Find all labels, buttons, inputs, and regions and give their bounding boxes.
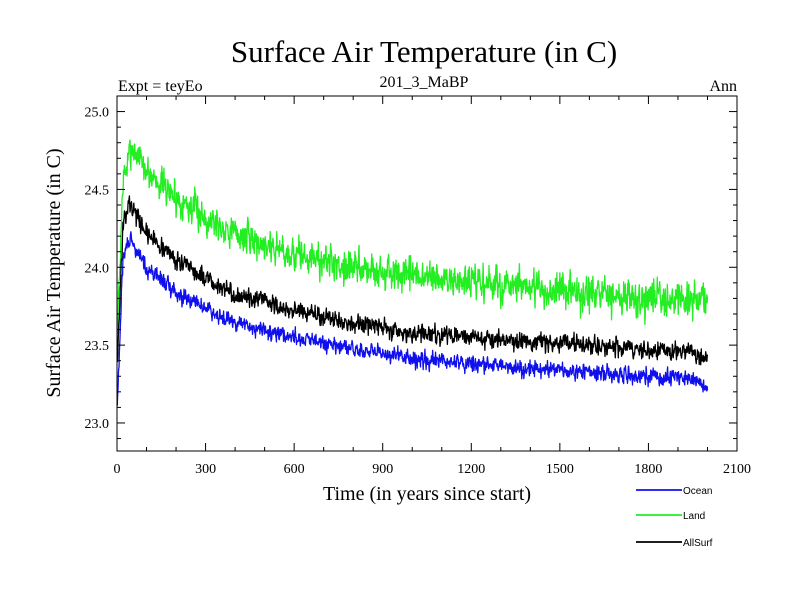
series-line-land	[116, 139, 709, 334]
series-layer	[116, 139, 709, 406]
x-tick-label: 300	[195, 462, 216, 477]
experiment-label: Expt = teyEo	[118, 78, 203, 95]
chart-title: Surface Air Temperature (in C)	[231, 34, 617, 69]
legend-label-ocean: Ocean	[683, 486, 712, 497]
y-axis-label: Surface Air Temperature (in C)	[43, 148, 65, 397]
period-label: Ann	[709, 78, 737, 95]
y-axis: 23.0 23.5 24.0 24.5 25.0	[85, 106, 737, 440]
x-tick-label: 1200	[457, 462, 485, 477]
run-label: 201_3_MaBP	[380, 74, 469, 91]
y-tick-label: 23.0	[85, 417, 110, 432]
legend-label-allsurf: AllSurf	[683, 538, 713, 549]
x-axis-label: Time (in years since start)	[323, 483, 531, 505]
x-tick-label: 0	[114, 462, 121, 477]
legend: Ocean Land AllSurf	[636, 486, 713, 549]
legend-label-land: Land	[683, 511, 705, 522]
series-line-ocean	[116, 231, 709, 406]
series-line-allsurf	[116, 195, 709, 366]
x-tick-label: 1800	[634, 462, 662, 477]
x-axis: 0 300 600 900 1200 1500 1800 2100	[114, 96, 751, 477]
y-tick-label: 25.0	[85, 106, 110, 121]
x-tick-label: 900	[372, 462, 393, 477]
x-tick-label: 600	[284, 462, 305, 477]
y-tick-label: 23.5	[85, 339, 110, 354]
y-tick-label: 24.0	[85, 261, 110, 276]
x-tick-label: 2100	[723, 462, 751, 477]
y-tick-label: 24.5	[85, 183, 110, 198]
plot-frame	[116, 95, 738, 452]
x-tick-label: 1500	[546, 462, 574, 477]
